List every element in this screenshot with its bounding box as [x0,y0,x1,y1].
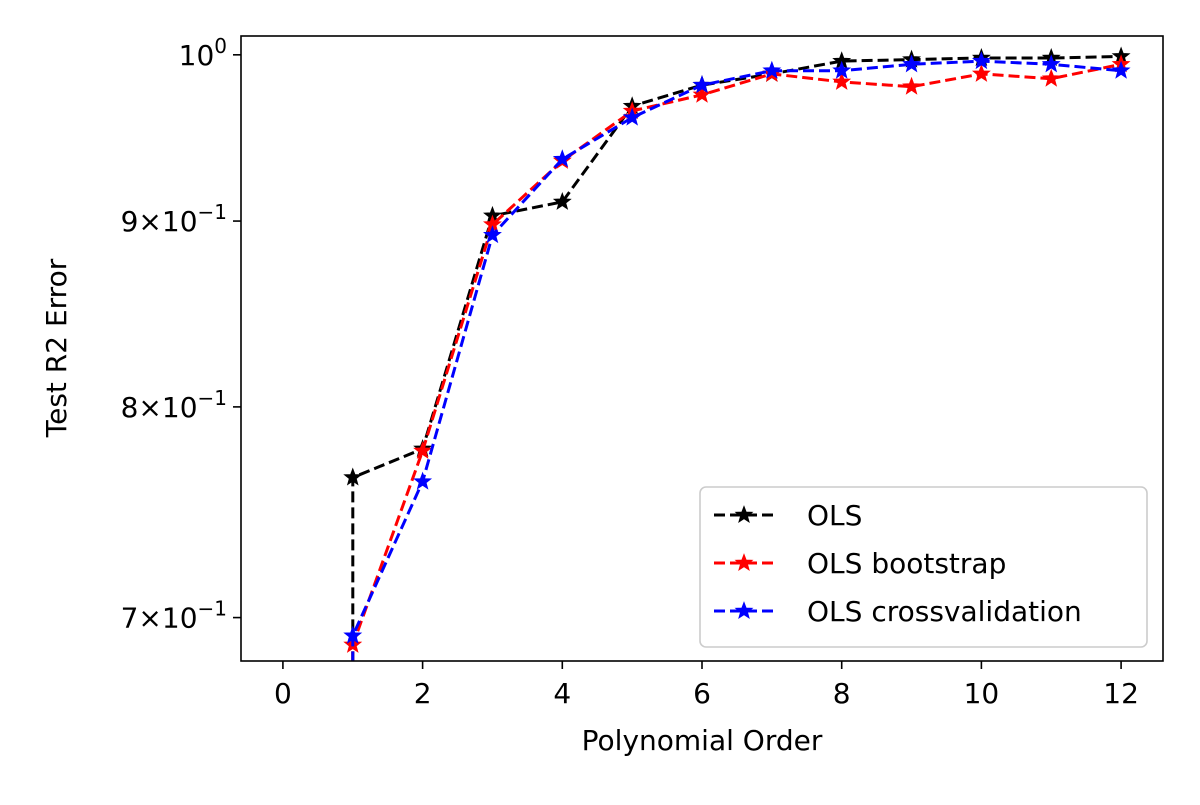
x-tick-label: 2 [414,677,432,710]
series-point [552,191,572,210]
x-axis-label: Polynomial Order [582,724,823,757]
series-point [832,71,852,90]
series-point [343,625,363,644]
legend-marker [734,505,754,524]
legend-label: OLS bootstrap [807,547,1006,580]
x-tick-label: 10 [964,677,1000,710]
series-point [832,60,852,79]
legend: OLS OLS bootstrap OLS crossvalidation [699,486,1148,648]
x-axis: 0 2 4 6 8 10 12 [274,661,1139,710]
y-axis: 7×10−1 8×10−1 9×10−1 100 [121,34,241,635]
legend-item: OLS bootstrap [714,547,1006,580]
legend-item: OLS crossvalidation [714,595,1082,628]
series-point [483,225,502,244]
legend-box [699,486,1148,648]
series-point [413,471,433,490]
x-tick-label: 6 [693,677,711,710]
y-axis-label: Test R2 Error [40,258,73,438]
series-point [971,63,991,82]
series-point [692,75,712,94]
x-tick-label: 4 [553,677,571,710]
series-layer [343,46,1131,661]
series-point [971,51,991,70]
series-point [622,107,642,126]
x-tick-label: 8 [833,677,851,710]
legend-label: OLS crossvalidation [807,595,1082,628]
series-point [1041,54,1061,73]
series-point [1111,60,1131,79]
series-point [413,440,433,459]
series-point [552,149,572,168]
series-point [692,84,712,103]
y-tick-label: 8×10−1 [121,386,227,424]
series-point [343,467,363,486]
series-point [762,60,782,79]
y-tick-label: 7×10−1 [121,597,227,635]
series-ols-crossvalidation [343,51,1131,661]
y-tick-label: 100 [179,34,227,72]
y-tick-label: 9×10−1 [121,200,227,238]
x-tick-label: 0 [274,677,292,710]
series-point [1041,68,1061,87]
legend-item: OLS [714,499,862,532]
series-point [902,54,921,73]
legend-label: OLS [807,499,862,532]
legend-marker [734,553,754,572]
x-tick-label: 12 [1103,677,1139,710]
legend-marker [734,601,754,620]
series-point [902,76,921,95]
